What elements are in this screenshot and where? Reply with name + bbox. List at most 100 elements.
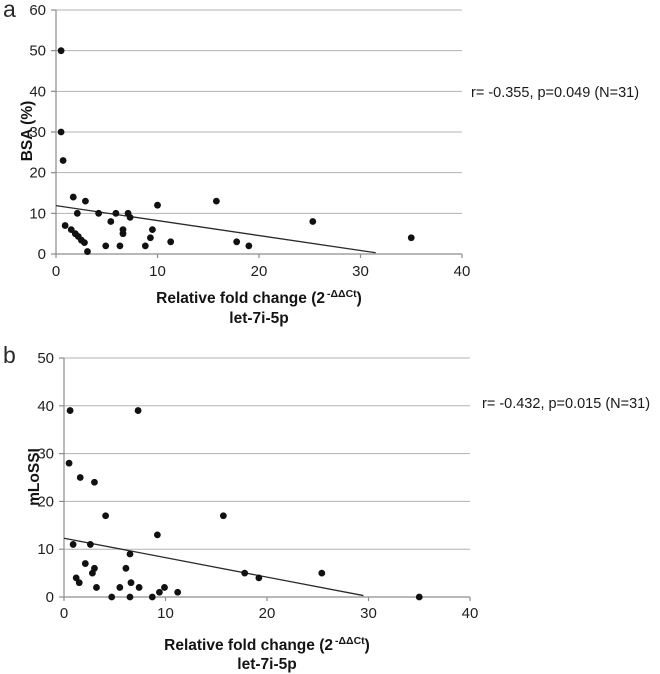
data-point: [161, 584, 168, 591]
panel-a-x-title-main: Relative fold change (2: [156, 290, 325, 308]
x-tick-label-30: 30: [360, 605, 377, 622]
data-point: [241, 569, 249, 577]
panel-a-plot: 0 10 20 30 40 50 60 0 10 20 30 40: [29, 2, 470, 280]
data-point: [57, 128, 65, 136]
y-tick-label-50: 50: [37, 350, 54, 367]
data-point: [219, 512, 227, 520]
data-point: [212, 197, 220, 205]
data-point: [69, 193, 77, 201]
y-tick-label-60: 60: [29, 2, 46, 19]
data-point: [112, 209, 120, 217]
x-tick-label-10: 10: [157, 605, 174, 622]
x-tick-label-20: 20: [251, 263, 268, 280]
data-point: [107, 218, 115, 225]
data-point: [245, 242, 253, 250]
data-point: [91, 478, 98, 486]
data-point: [233, 238, 241, 246]
data-point: [126, 550, 134, 558]
data-point: [75, 579, 83, 587]
data-point: [69, 541, 77, 548]
y-tick-label-50: 50: [29, 43, 46, 60]
panel-b-plot: 0 10 20 30 40 50 0 10 20 30 40: [37, 350, 478, 622]
data-point: [174, 588, 182, 596]
y-tick-label-20: 20: [29, 165, 46, 182]
data-point: [148, 593, 156, 601]
data-point: [134, 407, 142, 414]
x-tick-label-0: 0: [60, 605, 68, 622]
data-point: [81, 239, 88, 247]
data-point: [126, 593, 134, 601]
panel-b-letter: b: [3, 342, 16, 368]
data-point: [309, 218, 317, 225]
data-point: [82, 197, 89, 205]
trendline: [55, 204, 376, 254]
data-point: [407, 234, 415, 242]
x-tick-label-0: 0: [52, 263, 60, 280]
x-tick-label-30: 30: [352, 263, 369, 280]
panel-b-x-title-close: ): [364, 637, 370, 655]
data-point: [93, 584, 100, 591]
data-point: [86, 541, 94, 548]
data-point: [65, 459, 73, 467]
panel-a-y-axis-title: BSA (%): [19, 100, 36, 162]
data-point: [116, 584, 124, 591]
data-point: [57, 47, 65, 55]
data-point: [415, 593, 423, 601]
data-point: [61, 222, 69, 229]
panel-a-x-axis-subtitle: let-7i-5p: [0, 310, 518, 328]
data-point: [127, 579, 135, 587]
panel-a-letter: a: [3, 0, 16, 22]
data-point: [167, 238, 175, 246]
panel-b-x-axis-title: Relative fold change (2 -ΔΔCt): [0, 635, 534, 655]
data-point: [81, 560, 89, 567]
data-point: [73, 209, 81, 217]
x-tick-label-10: 10: [149, 263, 166, 280]
panel-b-x-title-superscript: -ΔΔCt: [334, 635, 365, 647]
panel-a-x-title-superscript: -ΔΔCt: [326, 288, 357, 300]
data-point: [102, 512, 110, 520]
panel-b-x-axis-subtitle: let-7i-5p: [0, 656, 534, 674]
y-tick-label-30: 30: [37, 446, 54, 463]
y-tick-label-0: 0: [46, 589, 54, 606]
y-tick-label-10: 10: [29, 205, 46, 222]
data-point: [255, 574, 263, 582]
panel-b-correlation-annotation: r= -0.432, p=0.015 (N=31): [482, 396, 651, 412]
data-point: [149, 226, 156, 234]
data-point: [95, 209, 103, 217]
data-point: [122, 564, 130, 572]
data-point: [116, 242, 124, 250]
y-tick-label-40: 40: [29, 83, 46, 100]
data-point: [146, 234, 154, 242]
y-tick-label-0: 0: [38, 246, 46, 263]
data-point: [102, 242, 110, 250]
data-point: [66, 407, 74, 414]
data-point: [154, 201, 161, 209]
data-point: [126, 214, 134, 221]
data-point: [318, 569, 326, 577]
panel-a-correlation-annotation: r= -0.355, p=0.049 (N=31): [471, 85, 640, 101]
x-tick-label-40: 40: [462, 605, 479, 622]
panel-b-x-title-main: Relative fold change (2: [164, 637, 333, 655]
y-tick-label-30: 30: [29, 124, 46, 141]
y-tick-label-40: 40: [37, 398, 54, 415]
x-tick-label-40: 40: [454, 263, 471, 280]
data-point: [156, 588, 163, 596]
panel-b-mirna-label: let-7i-5p: [237, 656, 297, 673]
data-point: [89, 569, 96, 577]
x-tick-label-20: 20: [259, 605, 276, 622]
trendline: [63, 537, 364, 597]
data-point: [135, 584, 143, 591]
data-point: [141, 242, 149, 250]
panel-a-mirna-label: let-7i-5p: [229, 310, 289, 327]
data-point: [76, 474, 84, 481]
data-point: [153, 531, 161, 539]
panel-b-y-axis-title: mLoSSI: [26, 448, 43, 506]
data-point: [119, 230, 127, 238]
panel-a-x-title-close: ): [356, 290, 362, 308]
panel-a-x-axis-title: Relative fold change (2 -ΔΔCt): [0, 288, 518, 308]
data-point: [59, 157, 67, 164]
data-point: [84, 248, 91, 255]
y-tick-label-20: 20: [37, 493, 54, 510]
